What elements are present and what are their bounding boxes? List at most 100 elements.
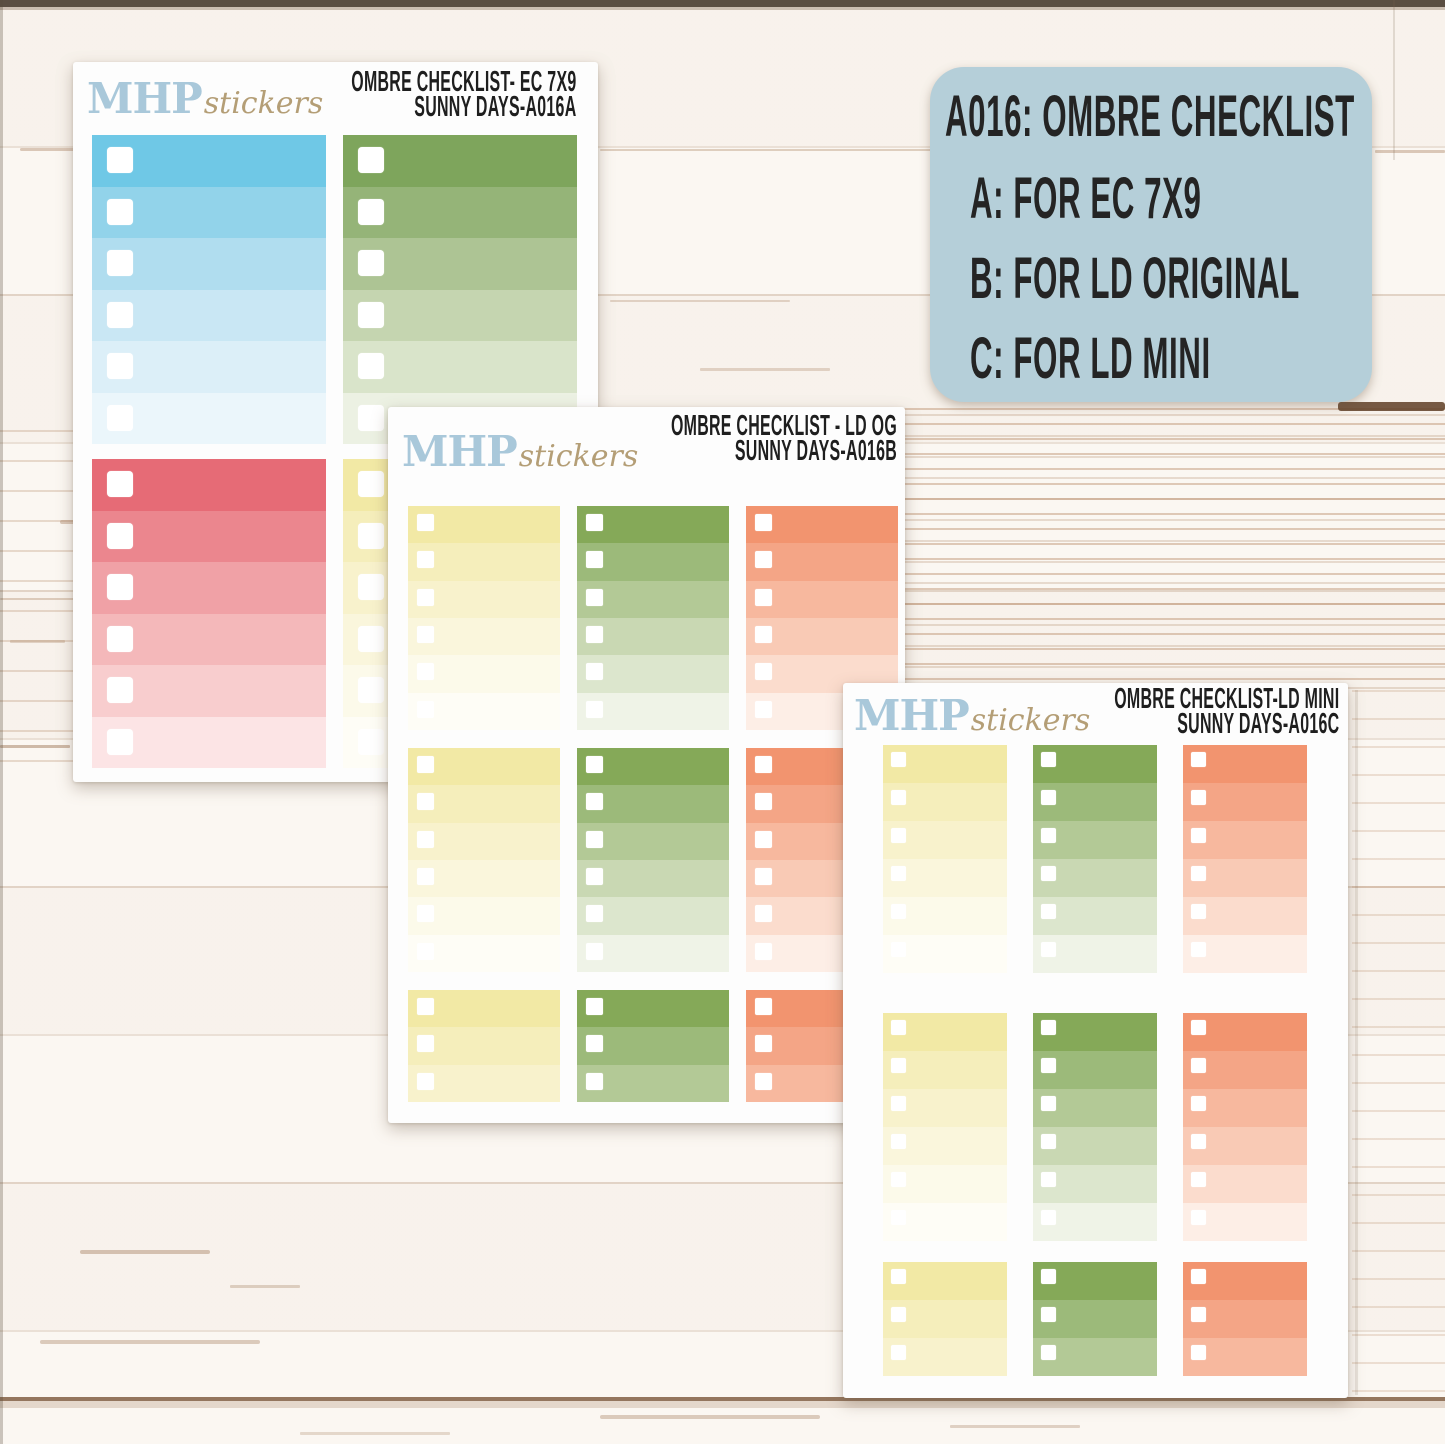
- checklist-row: [1183, 783, 1307, 821]
- checklist-row: [577, 990, 729, 1028]
- checklist-row: [1033, 1089, 1157, 1127]
- checklist-row: [92, 459, 326, 511]
- sheet-title-line2: SUNNY DAYS-A016A: [413, 91, 576, 123]
- checklist-block-coral: [1183, 1013, 1307, 1241]
- checkbox-icon: [1191, 752, 1206, 767]
- checklist-row: [1033, 1165, 1157, 1203]
- checkbox-icon: [107, 198, 133, 225]
- wood-streak: [80, 1250, 210, 1254]
- checklist-row: [577, 580, 729, 618]
- checkbox-icon: [1041, 866, 1056, 881]
- checkbox-icon: [891, 942, 906, 957]
- checklist-row: [1183, 1165, 1307, 1203]
- checklist-block-red: [92, 459, 326, 768]
- checklist-row: [408, 897, 560, 935]
- checkbox-icon: [417, 830, 434, 848]
- sheet-title-line2: SUNNY DAYS-A016B: [734, 435, 897, 467]
- checkbox-icon: [358, 625, 384, 652]
- wood-streak: [0, 0, 1445, 7]
- checkbox-icon: [417, 663, 434, 681]
- sheet-title: OMBRE CHECKLIST-LD MINI SUNNY DAYS-A016C: [1114, 685, 1339, 739]
- checkbox-icon: [417, 942, 434, 960]
- sheet-title-line1: OMBRE CHECKLIST - LD OG: [670, 410, 897, 442]
- checklist-row: [1033, 1013, 1157, 1051]
- checklist-row: [1183, 1127, 1307, 1165]
- wood-streak: [610, 300, 790, 302]
- checklist-row: [883, 745, 1007, 783]
- checklist-row: [746, 506, 898, 544]
- checkbox-icon: [755, 700, 772, 718]
- checkbox-icon: [755, 625, 772, 643]
- info-card: A016: OMBRE CHECKLIST A: FOR EC 7X9 B: F…: [930, 67, 1372, 402]
- checkbox-icon: [586, 663, 603, 681]
- checkbox-icon: [107, 353, 133, 379]
- checkbox-icon: [1041, 1172, 1056, 1187]
- checklist-row: [408, 934, 560, 972]
- brand-logo: MHP stickers: [87, 74, 323, 123]
- info-card-option-a: A: FOR EC 7X9: [970, 166, 1202, 231]
- checklist-row: [92, 186, 326, 238]
- checklist-block-green: [577, 506, 729, 730]
- checklist-block-yellow: [408, 748, 560, 972]
- checkbox-icon: [891, 1345, 906, 1360]
- sheet-title: OMBRE CHECKLIST - LD OG SUNNY DAYS-A016B: [670, 410, 897, 467]
- info-card-option-b: B: FOR LD ORIGINAL: [970, 246, 1300, 311]
- checklist-row: [408, 580, 560, 618]
- wood-grain-band: [903, 408, 1445, 690]
- checklist-row: [408, 655, 560, 693]
- checkbox-icon: [358, 250, 384, 276]
- checkbox-icon: [358, 147, 384, 173]
- checklist-row: [883, 1089, 1007, 1127]
- checklist-row: [1183, 897, 1307, 935]
- wood-streak: [1375, 150, 1445, 153]
- checkbox-icon: [417, 625, 434, 643]
- checklist-row: [883, 1300, 1007, 1338]
- checklist-row: [1033, 1262, 1157, 1300]
- sheet-title-line1: OMBRE CHECKLIST- EC 7X9: [350, 66, 576, 98]
- checklist-row: [883, 821, 1007, 859]
- checkbox-icon: [755, 551, 772, 569]
- checkbox-icon: [417, 1072, 434, 1090]
- checklist-row: [92, 392, 326, 444]
- checklist-row: [408, 822, 560, 860]
- checkbox-icon: [586, 551, 603, 569]
- checkbox-icon: [1041, 1345, 1056, 1360]
- checkbox-icon: [417, 700, 434, 718]
- checklist-row: [408, 543, 560, 581]
- checkbox-icon: [107, 728, 133, 755]
- checkbox-icon: [417, 1035, 434, 1053]
- checkbox-icon: [1041, 790, 1056, 805]
- checklist-row: [883, 1165, 1007, 1203]
- checkbox-icon: [1041, 1269, 1056, 1284]
- wood-streak: [0, 7, 1445, 10]
- checklist-block-yellow: [883, 1262, 1007, 1376]
- checklist-row: [92, 238, 326, 290]
- checkbox-icon: [1041, 1307, 1056, 1322]
- checkbox-icon: [755, 514, 772, 531]
- checkbox-icon: [891, 1269, 906, 1284]
- checkbox-icon: [358, 404, 384, 431]
- brand-mhp: MHP: [87, 74, 203, 123]
- checklist-row: [577, 655, 729, 693]
- checkbox-icon: [755, 793, 772, 811]
- checkbox-icon: [1191, 1269, 1206, 1284]
- checkbox-icon: [891, 790, 906, 805]
- checkbox-icon: [1041, 1210, 1056, 1225]
- checkbox-icon: [107, 404, 133, 431]
- checklist-row: [577, 859, 729, 898]
- checklist-row: [92, 562, 326, 614]
- checkbox-icon: [586, 1035, 603, 1053]
- checkbox-icon: [417, 551, 434, 569]
- checkbox-icon: [1041, 1096, 1056, 1111]
- checkbox-icon: [586, 756, 603, 773]
- checklist-row: [883, 1127, 1007, 1165]
- checkbox-icon: [755, 998, 772, 1015]
- wood-streak: [600, 1415, 820, 1419]
- checkbox-icon: [586, 514, 603, 531]
- checkbox-icon: [586, 625, 603, 643]
- info-card-option-c: C: FOR LD MINI: [970, 326, 1211, 391]
- checkbox-icon: [417, 756, 434, 773]
- checklist-row: [1033, 897, 1157, 935]
- brand-mhp: MHP: [854, 691, 970, 740]
